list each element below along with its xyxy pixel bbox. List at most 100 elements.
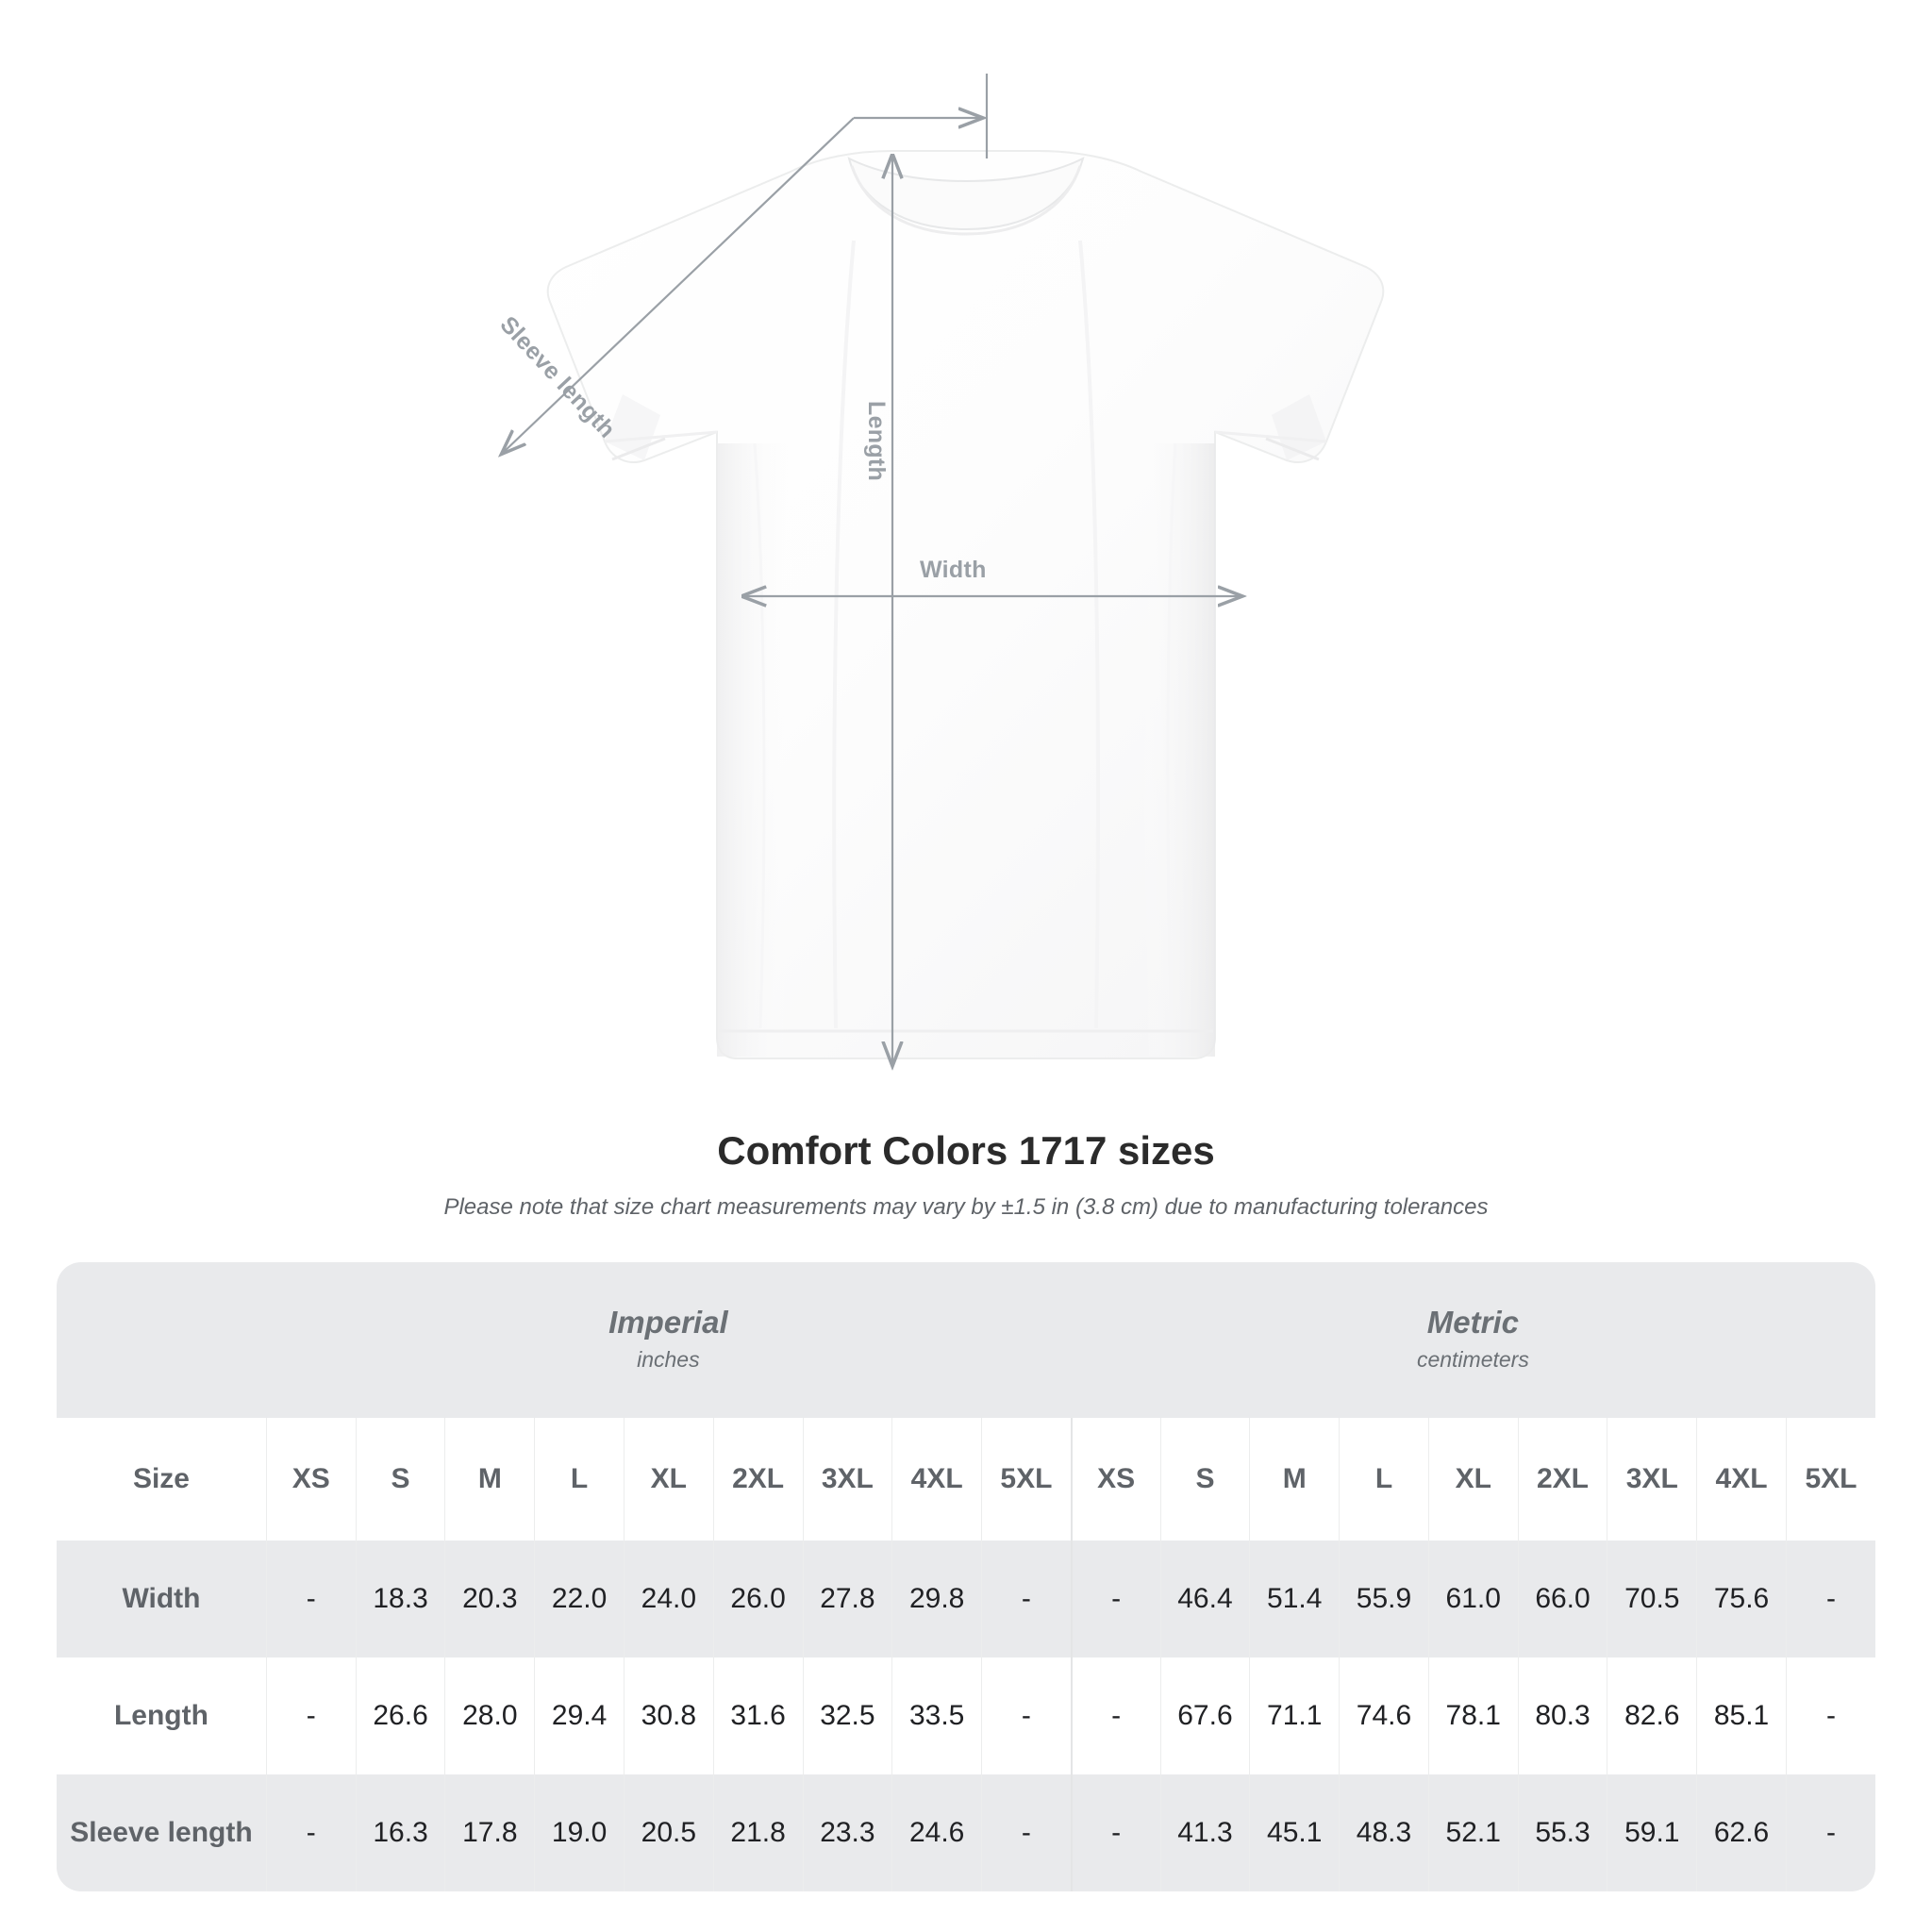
cell-length-metric-7: 85.1 [1696,1657,1786,1774]
table-row: Sleeve length - 16.3 17.8 19.0 20.5 21.8… [57,1774,1875,1891]
cell-sleeve-metric-4: 52.1 [1427,1774,1518,1891]
cell-sleeve-imperial-6: 23.3 [802,1774,892,1891]
row-label: Width [57,1541,266,1657]
unit-row-spacer [57,1262,266,1418]
cell-length-metric-1: 67.6 [1159,1657,1250,1774]
header-size-imperial-5: 2XL [712,1418,803,1541]
size-table-container: Imperial inches Metric centimeters Size … [57,1262,1875,1891]
row-label: Length [57,1657,266,1774]
cell-length-metric-0: - [1070,1657,1160,1774]
tshirt-body [546,150,1385,1059]
header-size-imperial-2: M [444,1418,535,1541]
header-size-metric-4: XL [1427,1418,1518,1541]
cell-sleeve-imperial-8: - [981,1774,1071,1891]
unit-system-name: Imperial [608,1305,728,1341]
cell-length-metric-3: 74.6 [1339,1657,1428,1774]
cell-width-imperial-0: - [265,1541,356,1657]
sleeve-diagonal-line [503,117,855,453]
header-size-metric-2: M [1249,1418,1340,1541]
page-title: Comfort Colors 1717 sizes [717,1128,1215,1173]
cell-sleeve-imperial-1: 16.3 [355,1774,445,1891]
cell-length-imperial-8: - [981,1657,1071,1774]
cell-length-metric-6: 82.6 [1607,1657,1697,1774]
cell-width-imperial-8: - [981,1541,1071,1657]
header-size-imperial-7: 4XL [891,1418,982,1541]
size-header-row: Size XS S M L XL 2XL 3XL 4XL 5XL XS S M … [57,1418,1875,1541]
cell-width-imperial-2: 20.3 [444,1541,535,1657]
tshirt-illustration [0,74,1385,1123]
cell-sleeve-imperial-0: - [265,1774,356,1891]
cell-sleeve-imperial-4: 20.5 [623,1774,713,1891]
cell-width-imperial-5: 26.0 [712,1541,803,1657]
cell-sleeve-metric-6: 59.1 [1607,1774,1697,1891]
cell-length-imperial-3: 29.4 [534,1657,624,1774]
header-size-metric-7: 4XL [1696,1418,1786,1541]
header-size-metric-0: XS [1070,1418,1160,1541]
cell-width-imperial-4: 24.0 [623,1541,713,1657]
width-label: Width [920,557,987,583]
header-size-label: Size [57,1418,266,1541]
table-row: Length - 26.6 28.0 29.4 30.8 31.6 32.5 3… [57,1657,1875,1774]
cell-sleeve-imperial-2: 17.8 [444,1774,535,1891]
cell-length-metric-5: 80.3 [1517,1657,1607,1774]
cell-sleeve-metric-8: - [1785,1774,1875,1891]
header-size-imperial-6: 3XL [802,1418,892,1541]
table-row: Width - 18.3 20.3 22.0 24.0 26.0 27.8 29… [57,1541,1875,1657]
header-size-metric-3: L [1339,1418,1428,1541]
cell-sleeve-imperial-5: 21.8 [712,1774,803,1891]
cell-length-metric-8: - [1785,1657,1875,1774]
cell-width-metric-2: 51.4 [1249,1541,1340,1657]
cell-sleeve-metric-3: 48.3 [1339,1774,1428,1891]
unit-system-row: Imperial inches Metric centimeters [57,1262,1875,1418]
cell-width-metric-6: 70.5 [1607,1541,1697,1657]
header-size-imperial-3: L [534,1418,624,1541]
cell-width-metric-4: 61.0 [1427,1541,1518,1657]
chart-heading: Comfort Colors 1717 sizes Please note th… [0,1128,1932,1221]
cell-width-imperial-7: 29.8 [891,1541,982,1657]
header-size-imperial-0: XS [265,1418,356,1541]
header-size-metric-6: 3XL [1607,1418,1697,1541]
cell-length-imperial-1: 26.6 [355,1657,445,1774]
header-size-metric-5: 2XL [1517,1418,1607,1541]
cell-width-metric-5: 66.0 [1517,1541,1607,1657]
cell-sleeve-metric-1: 41.3 [1159,1774,1250,1891]
cell-length-imperial-5: 31.6 [712,1657,803,1774]
tshirt-diagram: Sleeve length Length Width [0,74,1385,1123]
length-label: Length [863,401,890,482]
cell-width-imperial-6: 27.8 [802,1541,892,1657]
cell-sleeve-imperial-7: 24.6 [891,1774,982,1891]
unit-measure-name: centimeters [1416,1346,1529,1372]
cell-width-metric-7: 75.6 [1696,1541,1786,1657]
cell-length-metric-4: 78.1 [1427,1657,1518,1774]
cell-length-imperial-0: - [265,1657,356,1774]
header-size-imperial-4: XL [623,1418,713,1541]
unit-measure-name: inches [637,1346,700,1372]
page-subtitle: Please note that size chart measurements… [443,1194,1489,1220]
cell-length-imperial-6: 32.5 [802,1657,892,1774]
cell-width-metric-8: - [1785,1541,1875,1657]
measurement-lines [503,74,1241,1064]
cell-width-imperial-3: 22.0 [534,1541,624,1657]
cell-length-imperial-7: 33.5 [891,1657,982,1774]
cell-length-imperial-4: 30.8 [623,1657,713,1774]
unit-system-name: Metric [1426,1305,1519,1341]
cell-sleeve-metric-0: - [1070,1774,1160,1891]
unit-cell-metric: Metric centimeters [1070,1262,1875,1418]
cell-width-metric-3: 55.9 [1339,1541,1428,1657]
header-size-metric-8: 5XL [1785,1418,1875,1541]
cell-length-metric-2: 71.1 [1249,1657,1340,1774]
cell-sleeve-imperial-3: 19.0 [534,1774,624,1891]
header-size-metric-1: S [1159,1418,1250,1541]
cell-sleeve-metric-5: 55.3 [1517,1774,1607,1891]
row-label: Sleeve length [57,1774,266,1891]
size-table: Imperial inches Metric centimeters Size … [57,1262,1875,1891]
unit-cell-imperial: Imperial inches [265,1262,1071,1418]
cell-width-imperial-1: 18.3 [355,1541,445,1657]
cell-width-metric-0: - [1070,1541,1160,1657]
cell-sleeve-metric-7: 62.6 [1696,1774,1786,1891]
header-size-imperial-1: S [355,1418,445,1541]
cell-sleeve-metric-2: 45.1 [1249,1774,1340,1891]
header-size-imperial-8: 5XL [981,1418,1071,1541]
cell-width-metric-1: 46.4 [1159,1541,1250,1657]
